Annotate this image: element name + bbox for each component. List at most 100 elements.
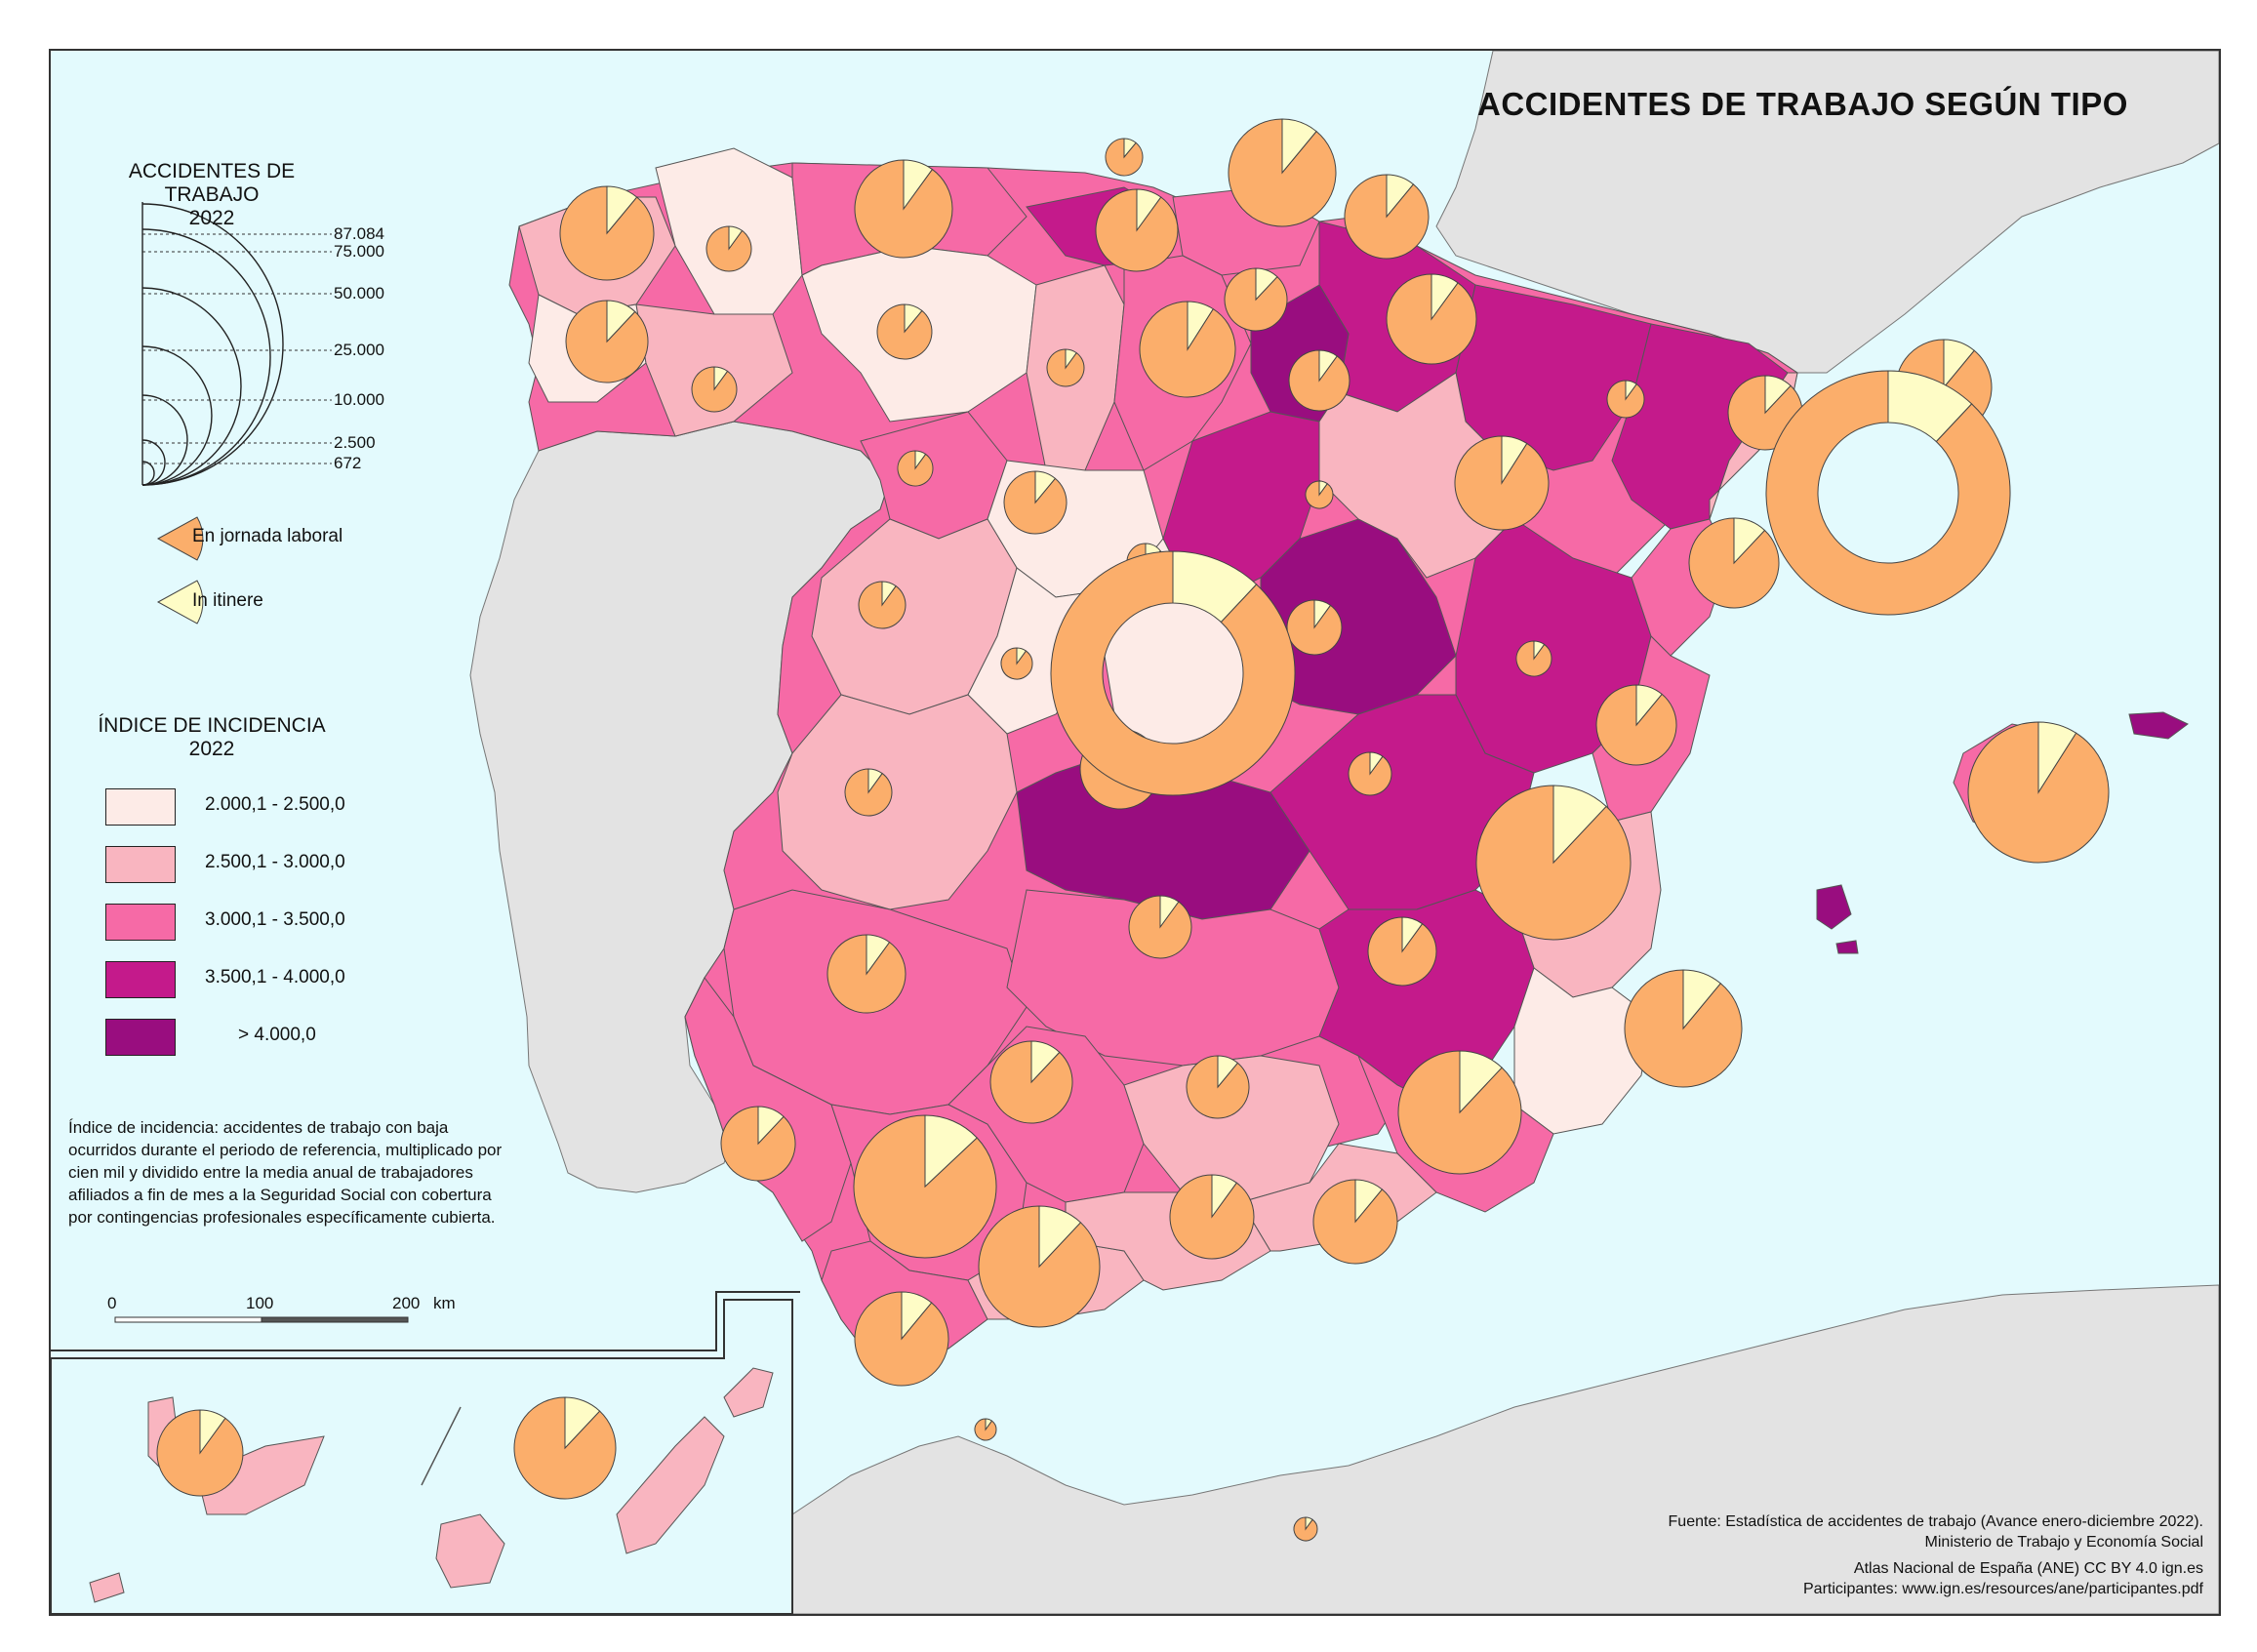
pie-slice-itinere xyxy=(606,185,638,235)
size-value-6: 2.500 xyxy=(334,433,376,452)
incidence-label-5: > 4.000,0 xyxy=(238,1025,316,1045)
ring-symbol xyxy=(1050,550,1296,796)
pie-slice-itinere xyxy=(1354,1179,1384,1224)
source-line-4: Participantes: www.ign.es/resources/ane/… xyxy=(1803,1581,2203,1597)
scale-label-100: 100 xyxy=(246,1294,274,1312)
canarias-inset-border xyxy=(51,1299,793,1614)
pie-symbol xyxy=(720,1106,796,1182)
size-value-7: 672 xyxy=(334,454,362,472)
pie-slice-itinere xyxy=(1625,380,1637,401)
pie-slice-itinere xyxy=(1217,1055,1239,1089)
incidence-swatch-1 xyxy=(105,788,176,826)
pie-symbol xyxy=(1688,517,1780,609)
island-tenerife xyxy=(196,1435,325,1515)
pie-slice-itinere xyxy=(1065,348,1077,370)
pie-slice-itinere xyxy=(1255,267,1278,302)
incidence-legend-title: ÍNDICE DE INCIDENCIA 2022 xyxy=(90,714,334,761)
itinere-legend-icon xyxy=(156,580,204,625)
pie-symbol xyxy=(691,366,738,413)
pie-symbol xyxy=(1367,916,1437,987)
pie-symbol xyxy=(858,581,907,629)
pie-slice-itinere xyxy=(1313,599,1332,629)
pie-symbol xyxy=(844,768,893,817)
pie-symbol xyxy=(1169,1174,1255,1260)
pie-symbol xyxy=(1105,138,1144,177)
pie-slice-itinere xyxy=(1386,174,1415,219)
incidence-legend-title-line2: 2022 xyxy=(188,738,235,760)
pie-slice-itinere xyxy=(1733,517,1766,565)
pie-slice-itinere xyxy=(1431,273,1459,321)
incidence-swatch-5 xyxy=(105,1019,176,1056)
pie-slice-itinere xyxy=(1211,1174,1237,1219)
size-legend-title-line2: 2022 xyxy=(188,207,235,229)
size-value-4: 25.000 xyxy=(334,341,384,359)
size-legend-circle xyxy=(141,394,188,486)
incidence-label-1: 2.000,1 - 2.500,0 xyxy=(205,794,345,815)
pie-symbol xyxy=(826,934,907,1014)
pie-slice-itinere xyxy=(1136,188,1162,232)
pie-symbol xyxy=(897,450,934,487)
size-value-2: 75.000 xyxy=(334,242,384,261)
ring-slice-itinere xyxy=(1172,550,1258,624)
scale-bar-graphic xyxy=(114,1316,409,1323)
pie-slice-itinere xyxy=(728,225,744,251)
island-lanzarote xyxy=(723,1367,774,1418)
itinere-legend-label: In itinere xyxy=(192,590,263,611)
pie-symbol xyxy=(974,1418,997,1441)
pie-slice-itinere xyxy=(1369,751,1384,776)
map-canvas xyxy=(51,51,2219,1614)
pie-slice-itinere xyxy=(904,303,923,334)
pie-slice-itinere xyxy=(1764,375,1792,415)
pie-symbol xyxy=(1228,118,1337,227)
pie-slice-itinere xyxy=(564,1396,601,1450)
size-legend-circle xyxy=(141,287,242,486)
incidence-note: Índice de incidencia: accidentes de trab… xyxy=(68,1118,503,1227)
pie-symbol xyxy=(1386,273,1477,365)
pie-symbol xyxy=(1000,647,1033,680)
pie-slice-itinere xyxy=(924,1114,978,1189)
map-title: ACCIDENTES DE TRABAJO SEGÚN TIPO xyxy=(1477,86,2128,122)
pie-symbol xyxy=(1348,751,1392,796)
incidence-swatch-4 xyxy=(105,961,176,998)
province-alicante xyxy=(1513,967,1652,1135)
pie-slice-itinere xyxy=(1635,684,1663,727)
pie-symbol xyxy=(876,303,933,360)
incidence-label-3: 3.000,1 - 3.500,0 xyxy=(205,909,345,930)
province-caceres xyxy=(777,694,1018,910)
pie-slice-itinere xyxy=(1034,470,1057,504)
incidence-label-4: 3.500,1 - 4.000,0 xyxy=(205,967,345,987)
pie-slice-itinere xyxy=(1318,349,1338,383)
size-legend-title-line1: ACCIDENTES DE TRABAJO xyxy=(128,160,296,206)
source-line-2: Ministerio de Trabajo y Economía Social xyxy=(1924,1534,2203,1551)
map-frame: ACCIDENTES DE TRABAJO SEGÚN TIPO ACCIDEN… xyxy=(49,49,2221,1616)
pie-symbol xyxy=(1288,349,1350,412)
pie-symbol xyxy=(1186,1055,1250,1119)
pie-symbol xyxy=(1305,480,1334,509)
pie-symbol xyxy=(854,159,953,259)
pie-slice-itinere xyxy=(881,581,897,607)
size-legend-circle xyxy=(141,439,166,486)
pie-slice-itinere xyxy=(1038,1205,1082,1269)
incidence-swatch-2 xyxy=(105,846,176,883)
pie-symbol xyxy=(1095,188,1179,272)
pie-slice-itinere xyxy=(985,1418,993,1431)
pie-symbol xyxy=(1624,969,1743,1088)
pie-symbol xyxy=(1344,174,1430,260)
source-line-1: Fuente: Estadística de accidentes de tra… xyxy=(1668,1513,2203,1530)
pie-symbol xyxy=(978,1205,1101,1328)
pie-symbol xyxy=(1967,721,2110,864)
pie-symbols xyxy=(156,118,2110,1542)
pie-symbol xyxy=(989,1040,1073,1124)
pie-slice-itinere xyxy=(1123,138,1137,159)
pie-symbol xyxy=(1128,895,1192,959)
pie-slice-itinere xyxy=(757,1106,785,1146)
size-legend xyxy=(141,202,332,486)
pie-slice-itinere xyxy=(1401,916,1424,953)
island-formentera xyxy=(1835,940,1859,954)
laboral-legend-icon xyxy=(156,516,204,561)
pie-symbol xyxy=(1293,1516,1318,1542)
pie-slice-itinere xyxy=(199,1409,226,1455)
pie-slice-itinere xyxy=(1159,895,1180,929)
pie-symbol xyxy=(513,1396,617,1500)
ring-slice-itinere xyxy=(1887,370,1973,443)
